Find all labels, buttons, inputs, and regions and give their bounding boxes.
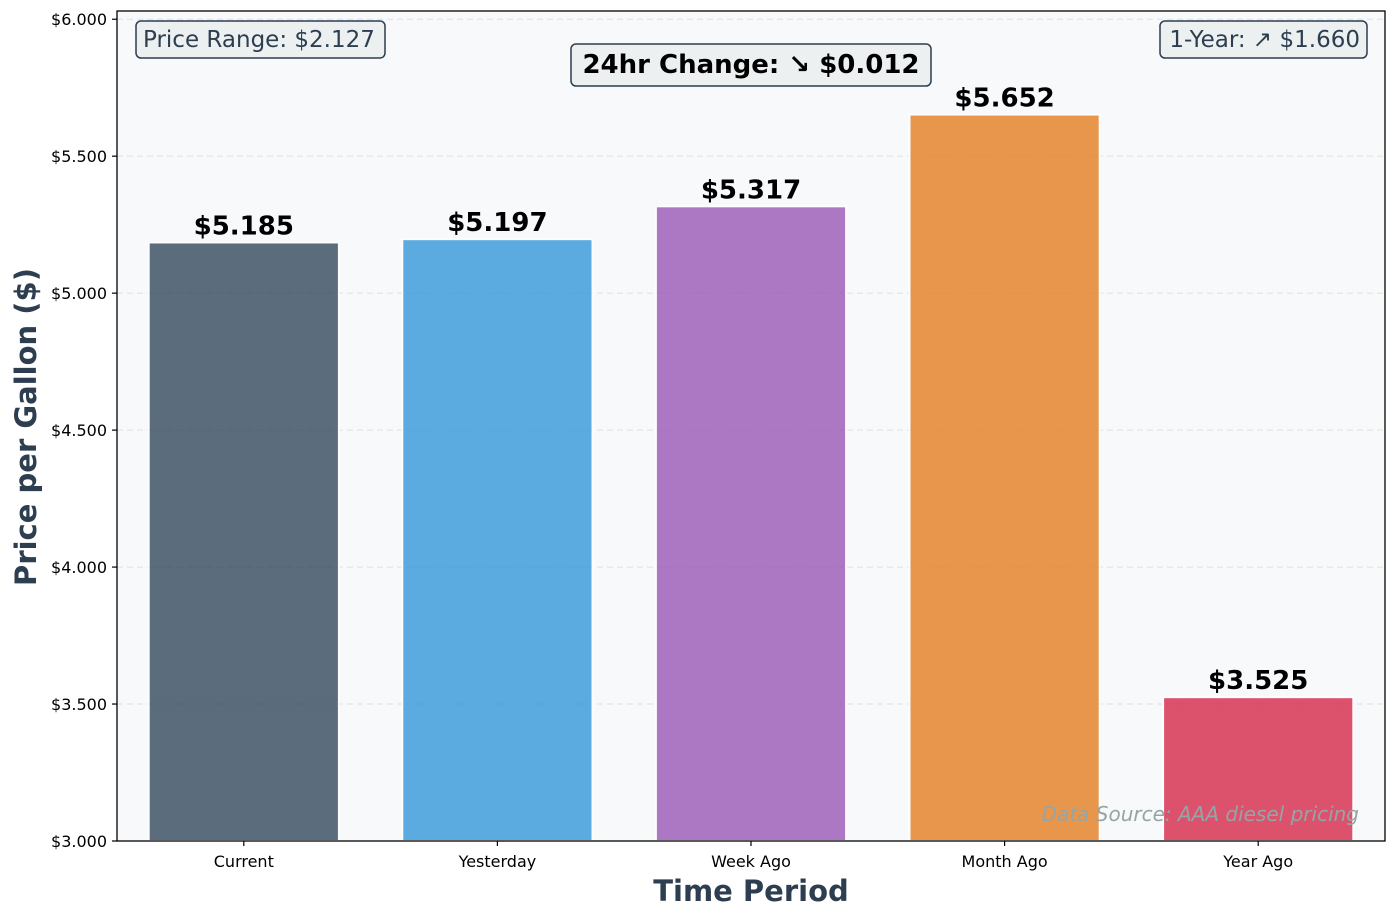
bar-month-ago xyxy=(908,113,1101,842)
one-year-box-bg xyxy=(1159,20,1368,59)
bar-yesterday xyxy=(401,238,594,842)
y-axis-ticks: $3.000 $3.500 $4.000 $4.500 $5.000 $5.500 $6.0… xyxy=(51,10,117,851)
one-year-box: 1-Year: ↗ $1.660 xyxy=(1159,20,1368,59)
x-axis-title: Time Period xyxy=(653,874,849,908)
one-year-text: 1-Year: ↗ $1.660 xyxy=(1169,27,1360,53)
x-axis-ticks: Current Yesterday Week Ago Month Ago Year Ag… xyxy=(214,841,1293,871)
price-range-box: Price Range: $2.127 xyxy=(135,20,386,59)
value-labels: $5.185 $5.197 $5.317 $5.652 $3.525 xyxy=(194,84,1309,697)
data-source-text: Data Source: AAA diesel pricing xyxy=(1042,802,1359,826)
y-tick-label: $4.500 xyxy=(51,421,107,440)
price-range-box-bg xyxy=(135,20,386,59)
bar-value-label: $5.185 xyxy=(194,211,294,241)
bar-value-label: $3.525 xyxy=(1208,666,1308,696)
y-tick-label: $3.500 xyxy=(51,695,107,714)
x-tick-label: Month Ago xyxy=(962,852,1048,871)
bar-year-ago xyxy=(1162,696,1355,842)
plot-frame xyxy=(116,10,1386,842)
bar-value-label: $5.317 xyxy=(701,175,801,205)
bar-week-ago xyxy=(654,205,848,842)
change-24hr-text: 24hr Change: ↘ $0.012 xyxy=(582,50,919,80)
x-tick-label: Yesterday xyxy=(458,852,537,871)
bar-value-label: $5.652 xyxy=(954,84,1054,114)
y-axis-title: Price per Gallon ($) xyxy=(9,268,43,586)
change-24hr-box-bg xyxy=(570,43,932,87)
x-tick-label: Week Ago xyxy=(711,852,791,871)
y-tick-label: $5.000 xyxy=(51,284,107,303)
price-range-text: Price Range: $2.127 xyxy=(143,27,375,53)
bar-current xyxy=(147,241,340,843)
y-tick-label: $5.500 xyxy=(51,147,107,166)
change-24hr-box: 24hr Change: ↘ $0.012 xyxy=(570,43,932,87)
y-tick-label: $6.000 xyxy=(51,10,107,29)
bars xyxy=(147,113,1355,843)
x-tick-label: Year Ago xyxy=(1222,852,1293,871)
x-tick-label: Current xyxy=(214,852,274,871)
y-tick-label: $4.000 xyxy=(51,558,107,577)
y-tick-label: $3.000 xyxy=(51,832,107,851)
bar-value-label: $5.197 xyxy=(447,208,547,238)
